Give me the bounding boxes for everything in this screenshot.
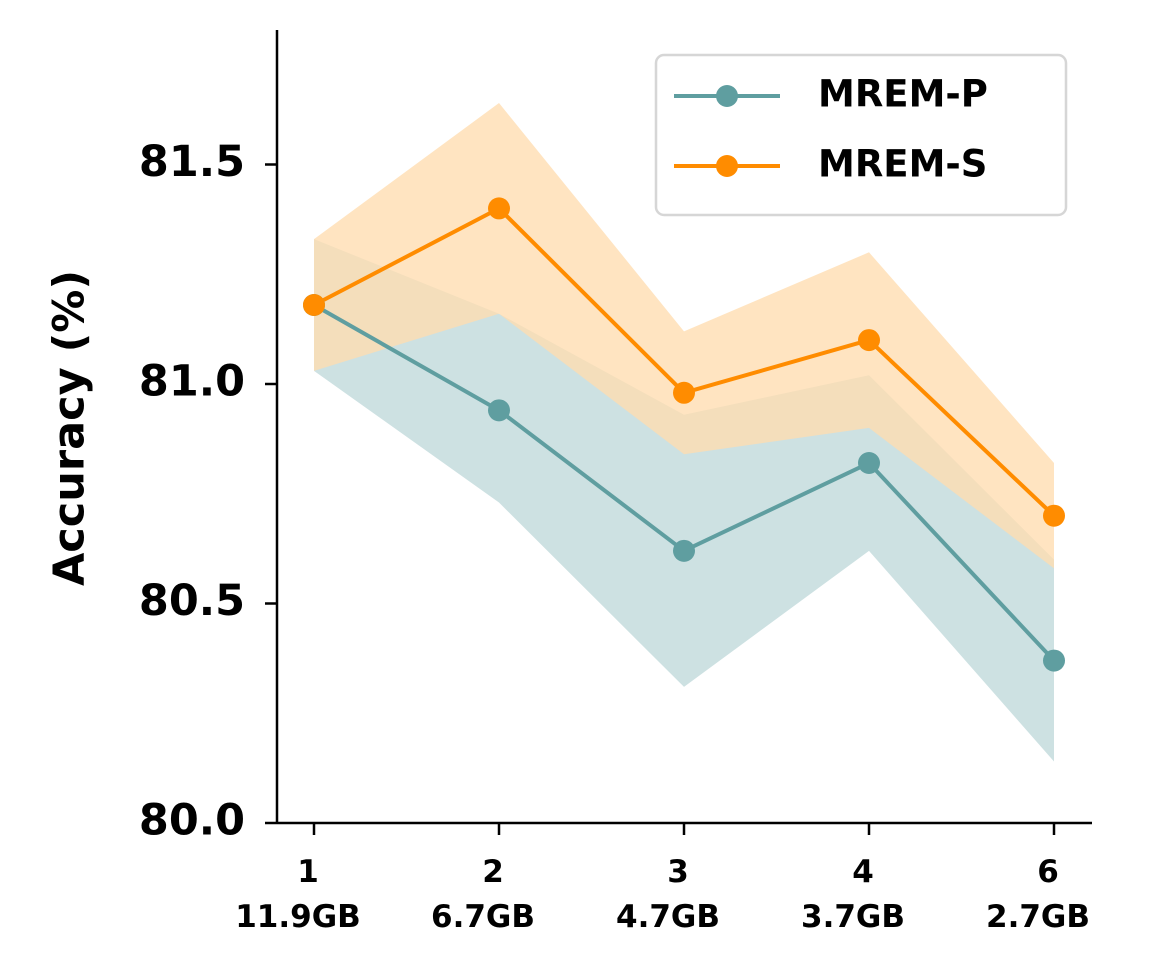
legend-label-mrem-p: MREM-P — [818, 73, 988, 116]
y-tick-label: 80.0 — [139, 796, 245, 846]
legend-label-mrem-s: MREM-S — [818, 143, 987, 186]
x-ticks: 1 11.9GB 2 6.7GB 3 4.7GB 4 3.7GB 6 2.7GB — [235, 823, 1090, 935]
legend: MREM-P MREM-S — [654, 53, 1068, 217]
point-mrem-p-3 — [673, 539, 695, 562]
point-mrem-p-6 — [1043, 649, 1065, 672]
point-mrem-s-1 — [303, 293, 325, 316]
x-tick-label: 2 — [482, 854, 504, 890]
point-mrem-s-6 — [1043, 504, 1065, 527]
point-mrem-p-4 — [858, 452, 880, 475]
point-mrem-s-4 — [858, 329, 880, 352]
x-tick-label: 6 — [1037, 854, 1059, 890]
series-points — [303, 197, 1065, 672]
x-tick-sublabel: 4.7GB — [616, 899, 720, 935]
x-tick-sublabel: 11.9GB — [235, 899, 361, 935]
x-tick-sublabel: 3.7GB — [801, 899, 905, 935]
x-tick-label: 1 — [297, 854, 319, 890]
y-tick-label: 81.0 — [139, 357, 245, 407]
legend-marker-mrem-s — [716, 155, 738, 177]
point-mrem-p-2 — [488, 399, 510, 422]
legend-marker-mrem-p — [716, 85, 738, 107]
y-ticks: 80.0 80.5 81.0 81.5 — [139, 137, 277, 846]
point-mrem-s-3 — [673, 381, 695, 404]
band-mrem-p — [314, 239, 1054, 762]
x-tick-label: 3 — [667, 854, 689, 890]
y-tick-label: 80.5 — [139, 576, 245, 626]
point-mrem-s-2 — [488, 197, 510, 220]
y-axis-title: Accuracy (%) — [45, 270, 95, 586]
x-tick-label: 4 — [852, 854, 874, 890]
x-tick-sublabel: 2.7GB — [986, 899, 1090, 935]
y-tick-label: 81.5 — [139, 137, 245, 187]
x-tick-sublabel: 6.7GB — [431, 899, 535, 935]
